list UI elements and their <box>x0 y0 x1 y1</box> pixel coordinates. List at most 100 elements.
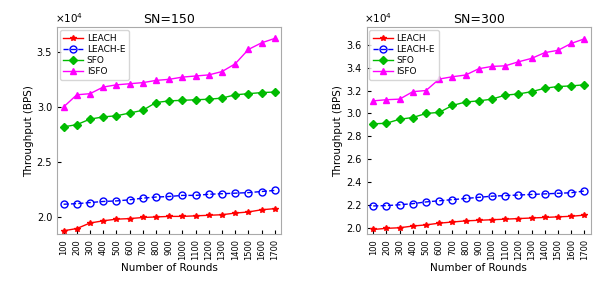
SFO <box>139 109 146 112</box>
ISFO <box>139 81 146 85</box>
LEACH <box>258 208 265 212</box>
Line: SFO: SFO <box>370 82 587 126</box>
Line: LEACH: LEACH <box>370 212 587 232</box>
Line: ISFO: ISFO <box>60 35 278 110</box>
LEACH <box>436 221 443 225</box>
ISFO <box>245 48 252 51</box>
ISFO <box>436 77 443 81</box>
ISFO <box>152 79 160 82</box>
LEACH <box>581 213 588 217</box>
LEACH <box>179 215 186 218</box>
X-axis label: Number of Rounds: Number of Rounds <box>121 263 218 273</box>
LEACH <box>139 216 146 219</box>
Text: $\times10^4$: $\times10^4$ <box>364 12 392 25</box>
SFO <box>396 117 403 121</box>
ISFO <box>192 74 199 78</box>
LEACH <box>554 215 562 219</box>
X-axis label: Number of Rounds: Number of Rounds <box>430 263 527 273</box>
SFO <box>370 122 377 126</box>
LEACH <box>113 217 120 221</box>
LEACH-E <box>449 198 456 202</box>
LEACH <box>541 216 548 219</box>
ISFO <box>258 41 265 45</box>
LEACH-E <box>139 196 146 200</box>
Line: ISFO: ISFO <box>370 35 588 104</box>
ISFO <box>554 49 562 52</box>
SFO <box>409 116 416 119</box>
ISFO <box>60 105 67 109</box>
LEACH-E <box>409 202 416 206</box>
LEACH-E <box>488 194 496 198</box>
LEACH-E <box>554 192 562 195</box>
SFO <box>232 93 239 97</box>
ISFO <box>488 64 496 68</box>
LEACH-E <box>436 199 443 202</box>
LEACH <box>502 217 509 221</box>
LEACH <box>86 221 94 225</box>
LEACH <box>192 214 199 218</box>
LEACH-E <box>515 193 522 197</box>
SFO <box>541 86 548 90</box>
ISFO <box>502 64 509 68</box>
LEACH-E <box>396 203 403 207</box>
SFO <box>475 99 482 103</box>
ISFO <box>271 36 278 40</box>
SFO <box>568 84 575 88</box>
ISFO <box>370 99 377 103</box>
LEACH <box>422 223 430 227</box>
SFO <box>462 100 469 104</box>
LEACH <box>396 226 403 230</box>
LEACH <box>245 210 252 214</box>
LEACH <box>100 219 107 223</box>
SFO <box>60 125 67 129</box>
LEACH-E <box>502 194 509 197</box>
Y-axis label: Throughput (BPS): Throughput (BPS) <box>24 85 34 177</box>
LEACH <box>152 215 160 219</box>
Line: LEACH-E: LEACH-E <box>60 187 278 208</box>
LEACH <box>205 213 212 217</box>
SFO <box>192 98 199 102</box>
ISFO <box>232 62 239 66</box>
SFO <box>218 96 226 100</box>
LEACH <box>60 229 67 233</box>
SFO <box>488 97 496 101</box>
SFO <box>528 90 535 94</box>
LEACH-E <box>73 202 80 206</box>
SFO <box>449 104 456 107</box>
SFO <box>205 97 212 101</box>
LEACH-E <box>541 192 548 196</box>
LEACH-E <box>568 191 575 195</box>
LEACH-E <box>422 200 430 204</box>
LEACH <box>449 220 456 224</box>
LEACH-E <box>218 192 226 195</box>
LEACH-E <box>383 204 390 207</box>
ISFO <box>218 70 226 73</box>
LEACH <box>218 213 226 216</box>
SFO <box>245 92 252 95</box>
SFO <box>581 83 588 87</box>
SFO <box>86 117 94 121</box>
LEACH-E <box>60 202 67 206</box>
SFO <box>502 93 509 97</box>
ISFO <box>515 60 522 64</box>
ISFO <box>475 67 482 71</box>
SFO <box>113 114 120 118</box>
LEACH <box>370 228 377 231</box>
ISFO <box>179 75 186 79</box>
ISFO <box>205 73 212 77</box>
LEACH-E <box>475 195 482 199</box>
LEACH <box>232 211 239 215</box>
ISFO <box>126 82 133 85</box>
Legend: LEACH, LEACH-E, SFO, ISFO: LEACH, LEACH-E, SFO, ISFO <box>60 30 129 80</box>
LEACH <box>462 219 469 223</box>
SFO <box>436 111 443 114</box>
Text: $\times10^4$: $\times10^4$ <box>55 12 83 25</box>
LEACH <box>271 207 278 210</box>
ISFO <box>528 57 535 60</box>
ISFO <box>422 89 430 92</box>
LEACH-E <box>232 191 239 195</box>
SFO <box>100 115 107 119</box>
LEACH-E <box>86 201 94 204</box>
ISFO <box>100 85 107 89</box>
LEACH-E <box>179 194 186 197</box>
